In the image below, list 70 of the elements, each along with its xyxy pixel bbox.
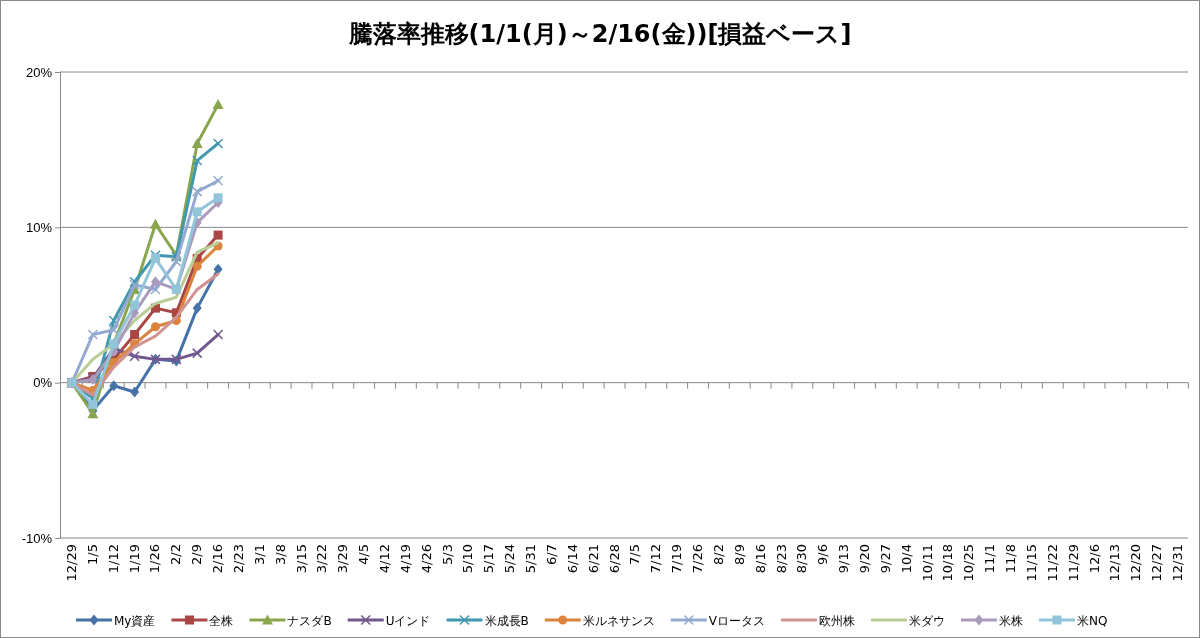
x-tick-label: 1/26	[147, 544, 163, 574]
legend-label: 米成長B	[484, 614, 529, 628]
x-tick-label: 10/4	[898, 544, 914, 574]
x-tick-label: 4/5	[356, 544, 372, 565]
x-tick-label: 9/13	[836, 544, 852, 574]
y-tick-label: -10%	[21, 530, 53, 546]
x-tick-label: 5/10	[460, 544, 476, 574]
x-tick-label: 10/25	[961, 544, 977, 582]
x-tick-label: 11/22	[1044, 544, 1060, 582]
x-tick-label: 10/11	[919, 544, 935, 582]
x-tick-label: 2/23	[230, 544, 246, 574]
legend-label: 欧州株	[818, 614, 855, 628]
x-tick-label: 7/26	[690, 544, 706, 574]
x-tick-label: 7/5	[627, 544, 643, 565]
legend-label: 米株	[998, 614, 1023, 628]
x-tick-label: 3/8	[272, 544, 288, 565]
x-tick-label: 12/27	[1149, 544, 1165, 582]
y-tick-label: 0%	[33, 375, 53, 391]
x-tick-label: 4/12	[377, 544, 393, 574]
x-tick-label: 4/26	[418, 544, 434, 574]
x-tick-label: 12/29	[64, 544, 79, 582]
x-tick-label: 1/12	[105, 544, 121, 574]
x-tick-label: 11/1	[982, 544, 998, 574]
x-tick-label: 9/6	[815, 544, 831, 565]
legend-label: 米ダウ	[908, 614, 945, 628]
x-tick-label: 2/16	[210, 544, 226, 574]
x-tick-label: 8/30	[794, 544, 810, 574]
legend-label: My資産	[114, 614, 156, 628]
x-tick-label: 8/23	[773, 544, 789, 574]
x-tick-label: 6/14	[564, 544, 580, 574]
x-tick-label: 7/12	[648, 544, 664, 574]
x-tick-label: 1/19	[126, 544, 142, 574]
x-tick-label: 10/18	[940, 544, 956, 582]
x-tick-label: 5/24	[502, 544, 518, 574]
x-tick-label: 5/3	[439, 544, 455, 565]
x-tick-label: 8/2	[710, 544, 726, 565]
legend-label: Vロータス	[708, 614, 765, 628]
x-tick-label: 2/2	[168, 544, 184, 565]
legend-label: 米NQ	[1076, 614, 1108, 628]
x-tick-label: 12/20	[1128, 544, 1144, 582]
legend-label: ナスダB	[287, 614, 332, 628]
x-tick-label: 7/19	[669, 544, 685, 574]
x-tick-label: 12/6	[1086, 544, 1102, 574]
x-tick-label: 8/16	[752, 544, 768, 574]
x-tick-label: 2/9	[189, 544, 205, 565]
x-tick-label: 4/19	[397, 544, 413, 574]
x-tick-label: 8/9	[731, 544, 747, 565]
x-tick-label: 5/31	[523, 544, 539, 574]
x-tick-label: 9/20	[856, 544, 872, 574]
x-tick-label: 11/8	[1003, 544, 1019, 574]
x-tick-label: 9/27	[877, 544, 893, 574]
y-tick-label: 10%	[25, 219, 53, 235]
x-tick-label: 6/7	[543, 544, 559, 565]
legend-label: 米ルネサンス	[582, 614, 655, 628]
x-tick-label: 11/29	[1065, 544, 1081, 582]
x-tick-label: 12/13	[1107, 544, 1123, 582]
legend-label: 全株	[209, 614, 234, 628]
x-tick-label: 3/1	[251, 544, 267, 565]
x-tick-label: 3/22	[314, 544, 330, 574]
x-tick-label: 5/17	[481, 544, 497, 574]
x-tick-label: 3/29	[335, 544, 351, 574]
x-tick-label: 1/5	[84, 544, 100, 565]
x-tick-label: 3/15	[293, 544, 309, 574]
x-tick-label: 6/28	[606, 544, 622, 574]
chart-title: 騰落率推移(1/1(月)～2/16(金))[損益ベース]	[347, 20, 852, 48]
x-tick-label: 11/15	[1023, 544, 1039, 582]
legend-label: Uインド	[385, 614, 431, 628]
y-tick-label: 20%	[25, 64, 53, 80]
x-tick-label: 12/31	[1170, 544, 1185, 582]
x-tick-label: 6/21	[585, 544, 601, 574]
